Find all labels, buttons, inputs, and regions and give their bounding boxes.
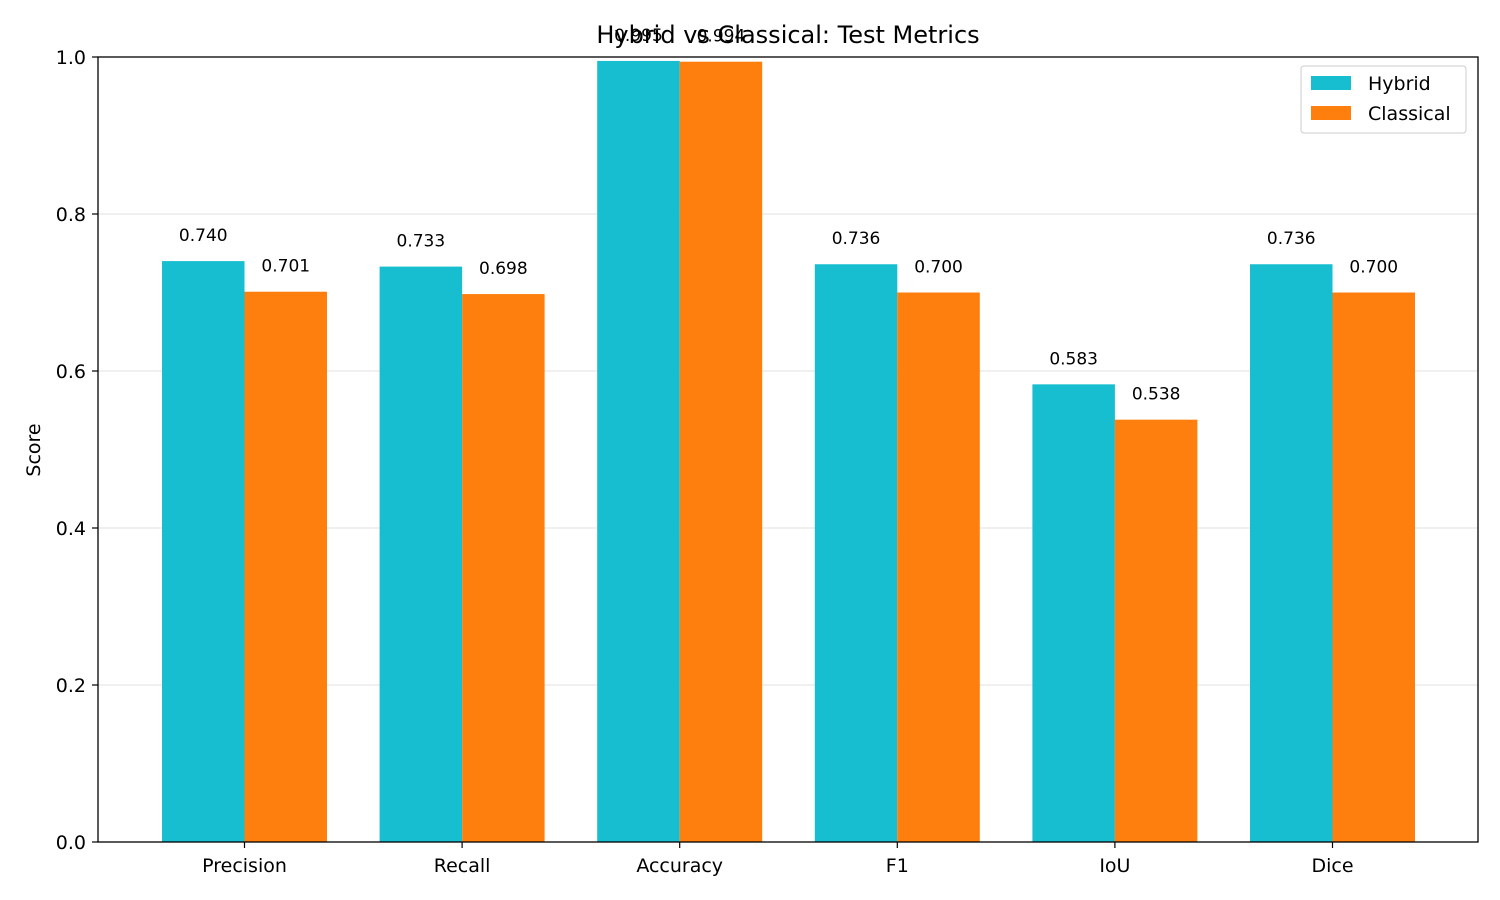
bar-hybrid (597, 60, 680, 843)
gridlines (98, 213, 1478, 686)
value-labels: 0.740 0.733 0.995 0.736 0.583 0.736 0.701 0.698… (179, 26, 1398, 405)
x-tick-label: Accuracy (636, 855, 723, 877)
bar-classical (897, 292, 980, 842)
bar-classical (1114, 419, 1198, 842)
bar-hybrid (162, 261, 245, 843)
x-tick-label: IoU (1099, 855, 1130, 877)
x-tick-label: Dice (1311, 855, 1353, 877)
data-label-classical: 0.538 (1132, 385, 1181, 405)
data-label-classical: 0.698 (479, 259, 528, 279)
legend: Hybrid Classical (1300, 65, 1467, 134)
y-axis-label: Score (23, 423, 45, 476)
x-axis: Precision Recall Accuracy F1 IoU Dice (202, 842, 1354, 877)
data-label-hybrid: 0.733 (397, 232, 446, 252)
bar-hybrid (379, 266, 463, 843)
bar-hybrid (1250, 264, 1333, 842)
bar-hybrid (814, 264, 898, 842)
data-label-hybrid: 0.995 (614, 26, 663, 46)
bar-hybrid (1032, 384, 1115, 842)
bar-classical (244, 291, 327, 843)
y-tick-label: 0.4 (56, 518, 86, 540)
y-tick-label: 0.8 (56, 204, 86, 226)
bar-classical (462, 294, 545, 842)
data-label-hybrid: 0.583 (1049, 349, 1098, 369)
data-label-hybrid: 0.736 (832, 229, 881, 249)
data-label-classical: 0.701 (261, 257, 310, 277)
legend-swatch-classical (1311, 106, 1351, 120)
legend-label-classical: Classical (1368, 103, 1451, 125)
y-tick-label: 0.2 (56, 675, 86, 697)
legend-swatch-hybrid (1311, 76, 1351, 90)
y-tick-label: 0.6 (56, 361, 86, 383)
data-label-classical: 0.700 (1349, 258, 1398, 278)
bar-classical (1332, 292, 1415, 842)
x-tick-label: Precision (202, 855, 287, 877)
data-label-classical: 0.700 (914, 258, 963, 278)
y-tick-label: 0.0 (56, 832, 86, 854)
bar-classical (679, 61, 763, 842)
y-axis: 0.0 0.2 0.4 0.6 0.8 1.0 (56, 47, 98, 854)
bars (162, 60, 1415, 843)
data-label-hybrid: 0.740 (179, 226, 228, 246)
data-label-classical: 0.994 (697, 27, 746, 47)
legend-label-hybrid: Hybrid (1368, 73, 1431, 95)
x-tick-label: Recall (434, 855, 491, 877)
x-tick-label: F1 (886, 855, 909, 877)
chart-title: Hybrid vs Classical: Test Metrics (596, 21, 979, 49)
y-tick-label: 1.0 (56, 47, 86, 69)
plot-frame (97, 56, 1479, 843)
data-label-hybrid: 0.736 (1267, 229, 1316, 249)
